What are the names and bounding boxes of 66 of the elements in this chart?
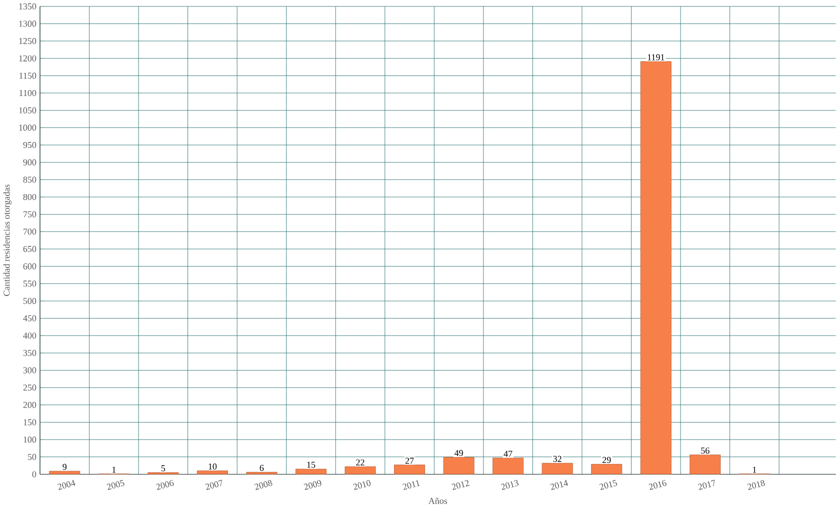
x-tick-label: 2004 (57, 480, 76, 490)
y-tick-label: 350 (23, 350, 36, 356)
x-tick-label: 2005 (106, 480, 124, 490)
bar (690, 454, 721, 474)
data-label: 1 (752, 466, 756, 473)
data-label: 22 (356, 459, 364, 466)
data-label: 5 (161, 465, 166, 472)
bar (542, 463, 573, 474)
y-tick-label: 1300 (19, 20, 36, 27)
y-tick-label: 200 (23, 402, 36, 408)
y-tick-label: 1150 (20, 72, 36, 79)
x-tick-label: 2016 (648, 480, 666, 490)
y-tick-label: 700 (24, 228, 36, 235)
y-tick-label: 50 (28, 454, 36, 460)
y-tick-label: 650 (23, 246, 36, 252)
y-tick-label: 1100 (20, 90, 36, 96)
y-tick-label: 150 (24, 419, 36, 426)
y-tick-label: 850 (23, 176, 36, 183)
x-tick-label: 2017 (698, 480, 715, 490)
data-label: 1 (112, 466, 116, 473)
x-tick-label: 2015 (599, 480, 618, 490)
y-tick-label: 1200 (19, 55, 36, 62)
y-tick-label: 450 (23, 315, 36, 322)
y-tick-label: 100 (24, 436, 36, 442)
x-tick-label: 2012 (452, 480, 470, 490)
x-tick-label: 2007 (205, 480, 222, 490)
data-label: 32 (553, 456, 562, 462)
data-label: 10 (208, 463, 217, 470)
data-label: 6 (260, 464, 264, 471)
x-tick-label: 2014 (550, 480, 568, 490)
y-tick-label: 400 (23, 332, 36, 339)
y-tick-label: 1250 (19, 38, 36, 44)
y-tick-label: 750 (24, 211, 36, 218)
bar (394, 464, 425, 474)
y-tick-label: 1050 (19, 107, 36, 114)
y-axis-title: Cantidad residencias otorgadas (3, 184, 12, 296)
data-label: 9 (62, 464, 67, 470)
y-tick-label: 1000 (19, 124, 36, 131)
x-tick-label: 2009 (304, 480, 322, 490)
x-axis-title: Años (428, 498, 448, 504)
y-tick-label: 600 (23, 263, 36, 270)
y-tick-label: 300 (23, 367, 36, 374)
y-tick-label: 0 (32, 471, 36, 478)
data-label: 47 (504, 450, 512, 457)
data-label: 1191 (648, 54, 664, 60)
y-tick-label: 800 (23, 194, 36, 200)
x-tick-label: 2013 (500, 480, 519, 490)
y-tick-label: 250 (23, 384, 36, 391)
bar (591, 464, 622, 474)
y-tick-label: 550 (23, 280, 36, 287)
x-tick-label: 2011 (402, 480, 420, 490)
y-tick-label: 1350 (19, 3, 36, 10)
y-tick-label: 500 (23, 298, 36, 304)
y-tick-label: 950 (23, 142, 36, 148)
x-tick-label: 2018 (747, 480, 765, 490)
bar (443, 456, 474, 474)
x-tick-label: 2006 (156, 480, 174, 490)
data-label: 27 (405, 458, 414, 464)
data-label: 49 (454, 450, 463, 456)
x-tick-label: 2008 (254, 480, 272, 490)
data-label: 15 (307, 462, 316, 468)
x-tick-label: 2010 (353, 480, 371, 490)
y-tick-label: 900 (23, 159, 36, 166)
bar (492, 458, 524, 474)
data-label: 29 (602, 456, 611, 463)
data-label: 56 (701, 447, 710, 454)
